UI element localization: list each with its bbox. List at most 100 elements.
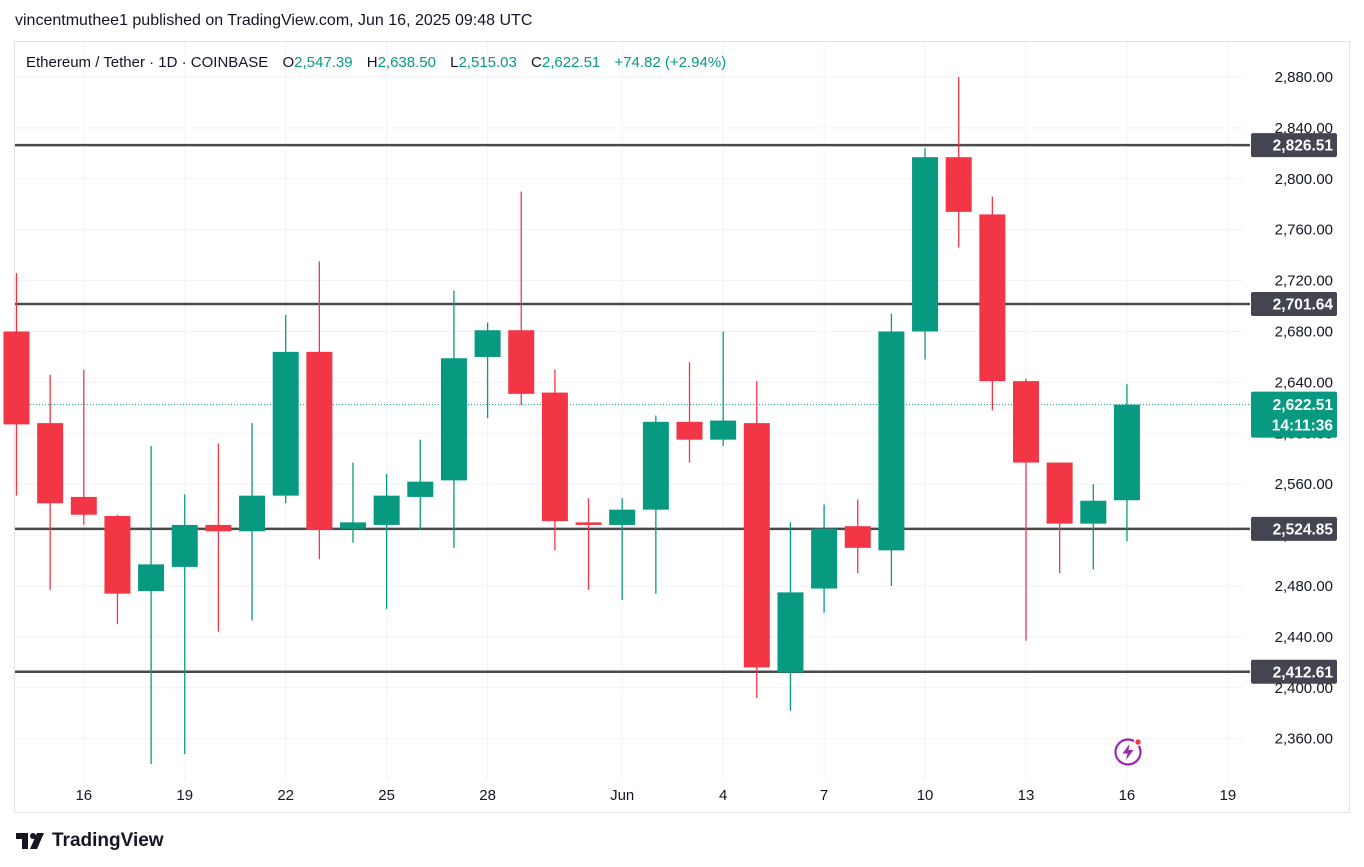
candle-body bbox=[138, 564, 165, 592]
publisher-line: vincentmuthee1 published on TradingView.… bbox=[15, 12, 533, 29]
candle-body bbox=[3, 331, 30, 425]
candle-body bbox=[272, 351, 299, 496]
level-label-text: 2,826.51 bbox=[1273, 138, 1334, 155]
tradingview-logo-icon bbox=[16, 833, 44, 849]
x-tick-label: 10 bbox=[917, 787, 934, 804]
low-key: L bbox=[450, 54, 459, 71]
candle-body bbox=[912, 157, 939, 332]
y-tick-label: 2,440.00 bbox=[1275, 629, 1333, 646]
candle-body bbox=[70, 496, 97, 515]
candle bbox=[945, 77, 972, 248]
countdown-text: 14:11:36 bbox=[1272, 418, 1334, 435]
candle-body bbox=[777, 592, 804, 673]
x-tick-label: 25 bbox=[378, 787, 395, 804]
candle bbox=[272, 314, 299, 504]
candle-body bbox=[171, 524, 198, 567]
candle-body bbox=[306, 351, 333, 531]
level-label-box bbox=[1251, 133, 1337, 158]
candle bbox=[104, 514, 131, 625]
y-tick-label: 2,560.00 bbox=[1275, 476, 1333, 493]
open-value: 2,547.39 bbox=[294, 54, 353, 71]
candle bbox=[340, 462, 366, 543]
candle-body bbox=[239, 495, 266, 532]
candle bbox=[239, 423, 266, 621]
candle bbox=[1113, 384, 1140, 542]
candle bbox=[474, 322, 501, 419]
levels-layer bbox=[15, 143, 1250, 674]
lightning-bolt-icon[interactable] bbox=[1112, 736, 1144, 768]
candle-body bbox=[575, 522, 602, 525]
y-tick-label: 2,840.00 bbox=[1275, 120, 1333, 137]
y-tick-label: 2,480.00 bbox=[1275, 578, 1333, 595]
level-price-label: 2,412.61 bbox=[1251, 659, 1337, 684]
candle bbox=[440, 290, 467, 548]
chart-frame[interactable] bbox=[14, 41, 1350, 813]
last-price-label: 2,622.51 14:11:36 bbox=[1251, 391, 1337, 438]
candle bbox=[642, 415, 669, 594]
candle bbox=[777, 522, 804, 711]
level-price-label: 2,524.85 bbox=[1251, 516, 1337, 541]
candle bbox=[743, 381, 770, 698]
candle-body bbox=[979, 214, 1006, 382]
y-tick-label: 2,880.00 bbox=[1275, 69, 1333, 86]
candle-body bbox=[407, 481, 434, 497]
candle-body bbox=[205, 524, 232, 532]
x-tick-label: 19 bbox=[176, 787, 193, 804]
close-key: C bbox=[531, 54, 542, 71]
open-key: O bbox=[282, 54, 295, 71]
candle-body bbox=[642, 421, 669, 510]
candle-body bbox=[340, 522, 366, 529]
candle bbox=[138, 446, 165, 765]
candle-body bbox=[440, 358, 467, 481]
close-value: 2,622.51 bbox=[541, 54, 601, 71]
x-tick-label: 19 bbox=[1220, 787, 1237, 804]
level-label-box bbox=[1251, 659, 1337, 684]
candle-body bbox=[1113, 404, 1140, 501]
brand-name: TradingView bbox=[52, 830, 164, 851]
candle-body bbox=[1046, 462, 1073, 524]
candle-body bbox=[743, 423, 770, 668]
candle-body bbox=[878, 331, 905, 551]
candle-body bbox=[1013, 381, 1039, 463]
last-price-text: 2,622.51 bbox=[1273, 397, 1334, 414]
candle bbox=[878, 313, 905, 586]
candle bbox=[1046, 462, 1073, 574]
tradingview-footer[interactable]: TradingView bbox=[16, 830, 164, 852]
y-tick-label: 2,640.00 bbox=[1275, 374, 1333, 391]
x-axis: 16 19 22 25 28 Jun 4 7 10 13 16 19 bbox=[75, 787, 1236, 804]
low-value: 2,515.03 bbox=[458, 54, 517, 71]
candle bbox=[171, 494, 198, 754]
candle bbox=[508, 191, 535, 406]
level-label-text: 2,524.85 bbox=[1273, 521, 1334, 538]
x-tick-label: 16 bbox=[75, 787, 92, 804]
level-price-label: 2,701.64 bbox=[1251, 291, 1337, 316]
candle-body bbox=[474, 330, 501, 357]
candle-body bbox=[373, 495, 400, 525]
change-value: +74.82 (+2.94%) bbox=[614, 54, 727, 71]
symbol-label[interactable]: Ethereum / Tether · 1D · COINBASE bbox=[26, 54, 269, 71]
candle bbox=[205, 443, 232, 632]
candle bbox=[575, 498, 602, 590]
candle bbox=[373, 474, 400, 609]
y-tick-label: 2,360.00 bbox=[1275, 731, 1333, 748]
candle-body bbox=[676, 421, 703, 440]
candle bbox=[3, 272, 30, 496]
candle bbox=[912, 148, 939, 360]
x-tick-label: 4 bbox=[719, 787, 727, 804]
candle-body bbox=[1080, 500, 1107, 524]
candle bbox=[979, 196, 1006, 411]
grid-layer bbox=[15, 42, 1244, 780]
candle bbox=[710, 331, 737, 447]
candle-body bbox=[508, 330, 535, 394]
candle bbox=[844, 499, 871, 574]
level-label-text: 2,412.61 bbox=[1273, 664, 1334, 681]
candle bbox=[306, 261, 333, 560]
candle bbox=[676, 362, 703, 463]
last-price-box bbox=[1251, 391, 1337, 438]
candles-layer bbox=[3, 77, 1140, 765]
candle-body bbox=[945, 157, 972, 212]
x-tick-label: 28 bbox=[479, 787, 496, 804]
level-label-box bbox=[1251, 291, 1337, 316]
candle bbox=[811, 504, 838, 613]
